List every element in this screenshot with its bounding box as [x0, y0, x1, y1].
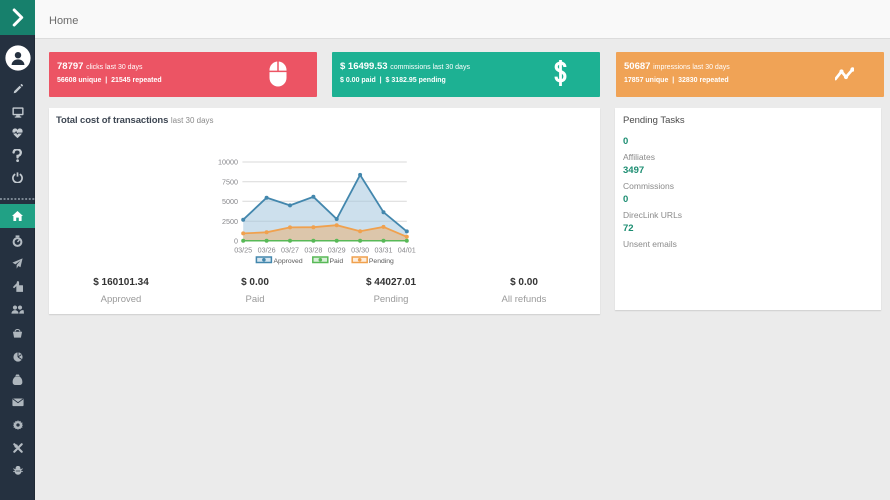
svg-text:03/27: 03/27 [281, 246, 299, 255]
svg-text:03/29: 03/29 [328, 246, 346, 255]
svg-text:Approved: Approved [274, 258, 303, 265]
svg-text:03/25: 03/25 [234, 246, 252, 255]
svg-text:0: 0 [234, 237, 238, 246]
svg-text:Paid: Paid [330, 258, 344, 265]
svg-text:03/30: 03/30 [351, 246, 369, 255]
svg-text:03/26: 03/26 [258, 246, 276, 255]
svg-text:7500: 7500 [222, 177, 238, 186]
svg-text:2500: 2500 [222, 217, 238, 226]
svg-text:03/31: 03/31 [375, 246, 393, 255]
svg-text:03/28: 03/28 [304, 246, 322, 255]
svg-text:5000: 5000 [222, 197, 238, 206]
svg-text:Pending: Pending [369, 258, 394, 265]
svg-text:04/01: 04/01 [398, 246, 416, 255]
svg-text:10000: 10000 [218, 158, 238, 167]
